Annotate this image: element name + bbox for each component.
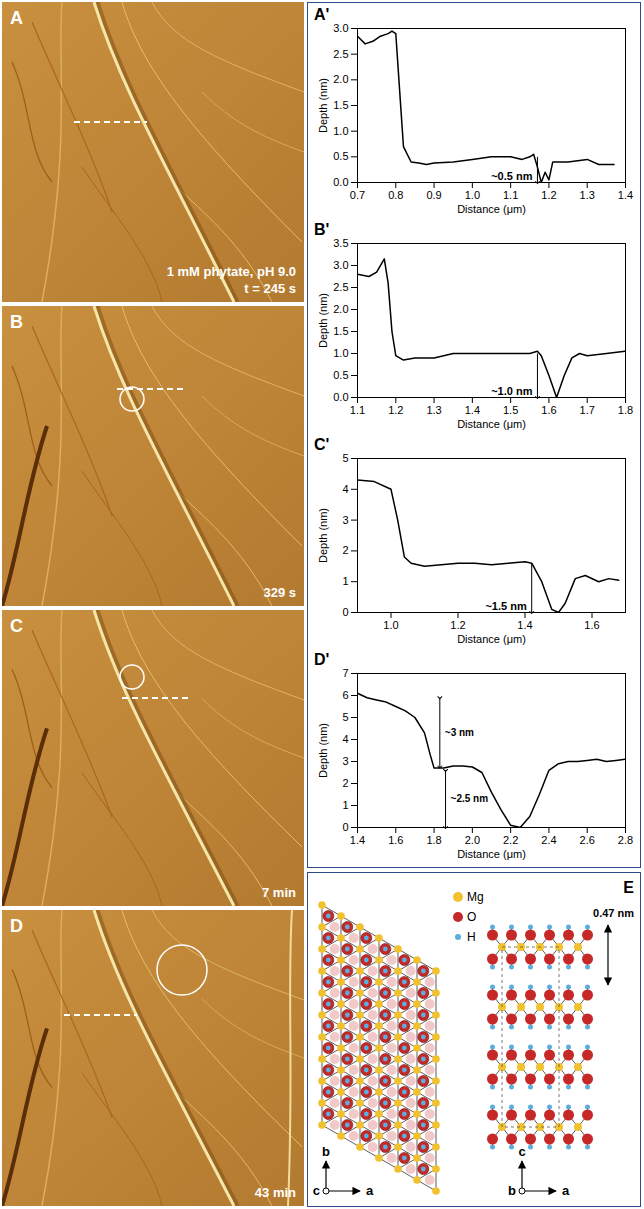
svg-text:t = 245 s: t = 245 s bbox=[244, 281, 296, 296]
svg-text:1 mM phytate, pH 9.0: 1 mM phytate, pH 9.0 bbox=[167, 264, 296, 279]
svg-text:b: b bbox=[322, 1144, 330, 1159]
svg-text:5: 5 bbox=[342, 452, 348, 464]
svg-text:2: 2 bbox=[342, 777, 348, 789]
svg-text:2.4: 2.4 bbox=[541, 834, 556, 846]
svg-text:2.5: 2.5 bbox=[333, 48, 348, 60]
svg-text:1.2: 1.2 bbox=[450, 619, 465, 631]
svg-text:7 min: 7 min bbox=[262, 885, 296, 900]
svg-text:0.7: 0.7 bbox=[350, 189, 365, 201]
svg-text:c: c bbox=[518, 1144, 525, 1159]
svg-text:2.0: 2.0 bbox=[333, 303, 348, 315]
svg-text:Distance (μm): Distance (μm) bbox=[457, 633, 526, 645]
svg-text:1.0: 1.0 bbox=[383, 619, 398, 631]
svg-text:~0.5 nm: ~0.5 nm bbox=[491, 170, 532, 182]
svg-text:Distance (μm): Distance (μm) bbox=[457, 418, 526, 430]
svg-text:0.8: 0.8 bbox=[388, 189, 403, 201]
svg-text:D: D bbox=[10, 916, 23, 936]
svg-text:1.5: 1.5 bbox=[503, 404, 518, 416]
svg-text:1.6: 1.6 bbox=[584, 619, 599, 631]
svg-text:1.4: 1.4 bbox=[350, 834, 365, 846]
svg-text:2.6: 2.6 bbox=[580, 834, 595, 846]
svg-text:1.2: 1.2 bbox=[541, 189, 556, 201]
svg-text:1.0: 1.0 bbox=[333, 347, 348, 359]
svg-text:5: 5 bbox=[342, 711, 348, 723]
svg-text:1: 1 bbox=[342, 575, 348, 587]
svg-text:1.6: 1.6 bbox=[541, 404, 556, 416]
svg-text:~1.5 nm: ~1.5 nm bbox=[485, 600, 526, 612]
svg-text:H: H bbox=[467, 930, 476, 944]
svg-text:1.0: 1.0 bbox=[465, 189, 480, 201]
html-text:B': B' bbox=[314, 221, 330, 238]
svg-text:0.9: 0.9 bbox=[426, 189, 441, 201]
svg-text:b: b bbox=[508, 1183, 516, 1198]
svg-text:Depth (nm): Depth (nm) bbox=[317, 723, 329, 778]
svg-text:Depth (nm): Depth (nm) bbox=[317, 293, 329, 348]
svg-text:1.4: 1.4 bbox=[517, 619, 532, 631]
svg-text:C: C bbox=[10, 616, 23, 636]
svg-text:2.2: 2.2 bbox=[503, 834, 518, 846]
svg-text:3.0: 3.0 bbox=[333, 259, 348, 271]
svg-text:0.5: 0.5 bbox=[333, 369, 348, 381]
svg-text:1.4: 1.4 bbox=[618, 189, 633, 201]
svg-text:0.0: 0.0 bbox=[333, 391, 348, 403]
svg-text:1.2: 1.2 bbox=[388, 404, 403, 416]
svg-text:c: c bbox=[313, 1183, 320, 1198]
svg-text:3.5: 3.5 bbox=[333, 237, 348, 249]
svg-text:329 s: 329 s bbox=[263, 585, 296, 600]
svg-text:4: 4 bbox=[342, 733, 348, 745]
svg-text:0.5: 0.5 bbox=[333, 150, 348, 162]
svg-text:Mg: Mg bbox=[467, 890, 484, 904]
svg-text:6: 6 bbox=[342, 689, 348, 701]
svg-text:Distance (μm): Distance (μm) bbox=[457, 848, 526, 860]
svg-text:O: O bbox=[467, 910, 476, 924]
svg-text:3.0: 3.0 bbox=[333, 22, 348, 34]
svg-text:B: B bbox=[10, 312, 23, 332]
svg-text:0: 0 bbox=[342, 821, 348, 833]
svg-text:1.8: 1.8 bbox=[426, 834, 441, 846]
svg-text:1.5: 1.5 bbox=[333, 99, 348, 111]
svg-text:2: 2 bbox=[342, 544, 348, 556]
svg-text:1.8: 1.8 bbox=[618, 404, 633, 416]
svg-text:4: 4 bbox=[342, 483, 348, 495]
svg-text:0: 0 bbox=[342, 606, 348, 618]
svg-text:3: 3 bbox=[342, 755, 348, 767]
svg-text:3: 3 bbox=[342, 514, 348, 526]
svg-text:Depth (nm): Depth (nm) bbox=[317, 78, 329, 133]
svg-text:1.5: 1.5 bbox=[333, 325, 348, 337]
svg-text:E: E bbox=[623, 879, 634, 896]
svg-text:~3 nm: ~3 nm bbox=[445, 727, 474, 738]
svg-text:1.4: 1.4 bbox=[465, 404, 480, 416]
svg-text:Distance (μm): Distance (μm) bbox=[457, 203, 526, 215]
html-text:D': D' bbox=[314, 651, 330, 668]
svg-text:0.47 nm: 0.47 nm bbox=[593, 907, 634, 919]
svg-text:0.0: 0.0 bbox=[333, 176, 348, 188]
html-text:C': C' bbox=[314, 436, 330, 453]
svg-text:1.3: 1.3 bbox=[580, 189, 595, 201]
svg-text:A: A bbox=[10, 8, 23, 28]
svg-text:1.1: 1.1 bbox=[503, 189, 518, 201]
svg-text:2.0: 2.0 bbox=[465, 834, 480, 846]
svg-text:2.8: 2.8 bbox=[618, 834, 633, 846]
svg-text:2.5: 2.5 bbox=[333, 281, 348, 293]
svg-text:a: a bbox=[366, 1183, 374, 1198]
html-text:A': A' bbox=[314, 6, 330, 23]
svg-text:2.0: 2.0 bbox=[333, 73, 348, 85]
svg-text:43 min: 43 min bbox=[255, 1185, 296, 1200]
svg-text:1.3: 1.3 bbox=[426, 404, 441, 416]
svg-text:~1.0 nm: ~1.0 nm bbox=[491, 385, 532, 397]
svg-text:~2.5 nm: ~2.5 nm bbox=[451, 793, 489, 804]
svg-text:Depth (nm): Depth (nm) bbox=[317, 508, 329, 563]
svg-text:7: 7 bbox=[342, 667, 348, 679]
svg-text:1.0: 1.0 bbox=[333, 125, 348, 137]
svg-text:1: 1 bbox=[342, 799, 348, 811]
svg-text:1.6: 1.6 bbox=[388, 834, 403, 846]
svg-text:1.7: 1.7 bbox=[580, 404, 595, 416]
svg-text:1.1: 1.1 bbox=[350, 404, 365, 416]
svg-text:a: a bbox=[562, 1183, 570, 1198]
